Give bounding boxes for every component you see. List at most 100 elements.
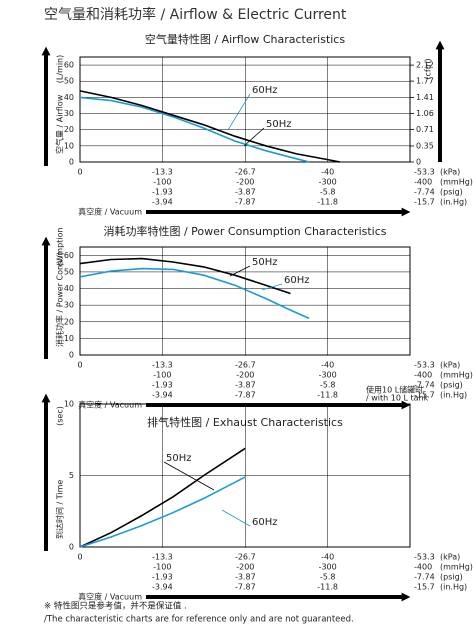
y-tick-label: 0 <box>69 351 74 360</box>
y-tick-label: 60 <box>64 61 74 70</box>
x-unit: (psig) <box>440 381 463 390</box>
x-unit: (kPa) <box>440 553 460 562</box>
x-tick-label: 0 <box>77 553 82 562</box>
x-tick-label: -5.8 <box>320 381 336 390</box>
x-unit: (mmHg) <box>440 563 473 572</box>
footnote: ※ 特性图只是参考值，并不是保证值 . <box>44 601 187 612</box>
y-tick-label: 40 <box>64 93 74 102</box>
x-tick-label: -13.3 <box>152 168 173 177</box>
label-leader <box>227 93 251 131</box>
x-tick-label: -3.87 <box>235 381 256 390</box>
x-tick-label: -3.87 <box>235 573 256 582</box>
y2-unit: (cfm) <box>424 58 433 79</box>
y-tick-label: 20 <box>64 317 74 326</box>
x-tick-label: -7.74 <box>414 188 435 197</box>
plot-area <box>79 56 411 163</box>
y-unit: (sec) <box>56 406 65 426</box>
x-tick-label: -200 <box>236 563 254 572</box>
x-tick-label: -400 <box>414 371 432 380</box>
y-tick-label: 10 <box>64 334 74 343</box>
y-tick-label: 50 <box>64 267 74 276</box>
series-label: 50Hz <box>266 119 292 130</box>
page-title: 空气量和消耗功率 / Airflow & Electric Current <box>44 6 347 23</box>
x-unit: (in.Hg) <box>440 391 467 400</box>
note: 使用10 L储罐时 <box>366 385 423 395</box>
x-axis-label: 真空度 / Vacuum <box>78 207 142 217</box>
x-tick-label: -200 <box>236 178 254 187</box>
x-tick-label: -40 <box>321 168 334 177</box>
x-tick-label: -26.7 <box>235 361 256 370</box>
x-tick-label: -11.8 <box>317 198 338 207</box>
y2-tick-label: 0.35 <box>416 142 434 151</box>
x-tick-label: -15.7 <box>414 198 435 207</box>
series-label: 60Hz <box>252 517 278 528</box>
label-leader <box>229 265 251 277</box>
x-tick-label: -3.94 <box>152 198 173 207</box>
x-tick-label: -7.87 <box>235 583 256 592</box>
x-tick-label: -26.7 <box>235 168 256 177</box>
note: / with 10 L tank <box>366 394 429 403</box>
footnote: /The characteristic charts are for refer… <box>44 615 354 625</box>
y2-tick-label: 1.41 <box>416 93 434 102</box>
y-unit: (W) <box>56 252 65 266</box>
y-tick-label: 10 <box>64 400 74 409</box>
y-tick-label: 60 <box>64 251 74 260</box>
x-tick-label: -5.8 <box>320 573 336 582</box>
y-tick-label: 0 <box>69 158 74 167</box>
data-line <box>79 96 310 163</box>
y2-tick-label: 0 <box>416 158 421 167</box>
x-tick-label: -400 <box>414 563 432 572</box>
label-leader <box>261 283 283 291</box>
x-tick-label: 0 <box>77 361 82 370</box>
data-line <box>79 90 341 163</box>
x-tick-label: -11.8 <box>317 391 338 400</box>
x-tick-label: -1.93 <box>152 573 173 582</box>
label-leader <box>243 127 265 147</box>
x-tick-label: -200 <box>236 371 254 380</box>
x-tick-label: -7.74 <box>414 381 435 390</box>
y2-tick-label: 1.06 <box>416 109 434 118</box>
x-tick-label: -13.3 <box>152 553 173 562</box>
x-tick-label: -100 <box>153 563 171 572</box>
x-unit: (in.Hg) <box>440 198 467 207</box>
x-tick-label: -40 <box>321 553 334 562</box>
x-tick-label: -3.87 <box>235 188 256 197</box>
x-unit: (mmHg) <box>440 178 473 187</box>
x-tick-label: -1.93 <box>152 381 173 390</box>
chart-title: 空气量特性图 / Airflow Characteristics <box>145 32 345 46</box>
x-tick-label: -300 <box>319 178 337 187</box>
x-tick-label: -15.7 <box>414 583 435 592</box>
label-leader <box>163 461 215 491</box>
y2-tick-label: 2.12 <box>416 61 434 70</box>
x-tick-label: -7.87 <box>235 198 256 207</box>
chart-title: 消耗功率特性图 / Power Consumption Characterist… <box>103 224 386 238</box>
y-unit: (L/min) <box>56 55 65 83</box>
y-tick-label: 40 <box>64 284 74 293</box>
x-tick-label: -100 <box>153 371 171 380</box>
x-tick-label: -7.87 <box>235 391 256 400</box>
x-tick-label: -3.94 <box>152 583 173 592</box>
series-label: 60Hz <box>252 85 278 96</box>
y-tick-label: 50 <box>64 77 74 86</box>
x-unit: (in.Hg) <box>440 583 467 592</box>
y-axis-label: 到达时间 / Time <box>55 480 65 539</box>
x-tick-label: -53.3 <box>414 553 435 562</box>
y-tick-label: 30 <box>64 301 74 310</box>
x-tick-label: 0 <box>77 168 82 177</box>
data-line <box>79 257 291 295</box>
x-unit: (kPa) <box>440 361 460 370</box>
x-unit: (mmHg) <box>440 371 473 380</box>
series-label: 60Hz <box>284 275 310 286</box>
x-tick-label: -5.8 <box>320 188 336 197</box>
x-tick-label: -11.8 <box>317 583 338 592</box>
y-tick-label: 10 <box>64 141 74 150</box>
x-tick-label: -53.3 <box>414 168 435 177</box>
series-label: 50Hz <box>252 257 278 268</box>
data-line <box>79 267 310 320</box>
y-tick-label: 30 <box>64 109 74 118</box>
y-tick-label: 5 <box>69 471 74 480</box>
label-leader <box>221 509 251 527</box>
y2-tick-label: 1.77 <box>416 77 434 86</box>
x-tick-label: -13.3 <box>152 361 173 370</box>
